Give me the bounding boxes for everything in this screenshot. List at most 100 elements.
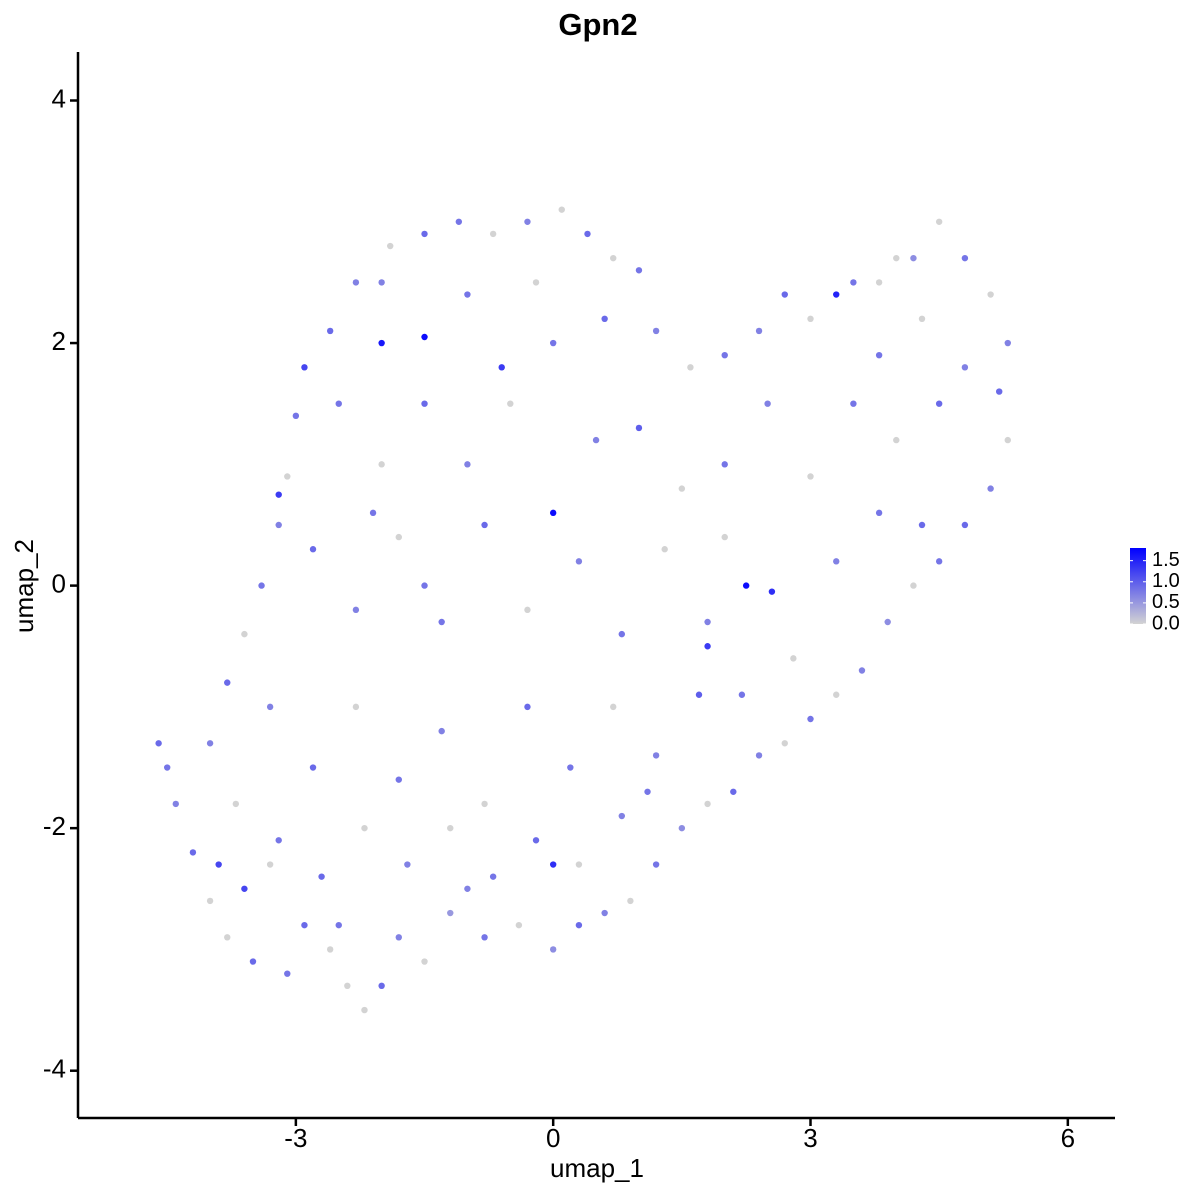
- point: [575, 861, 583, 868]
- point: [575, 921, 583, 929]
- point: [549, 946, 557, 953]
- point: [172, 800, 179, 808]
- point: [918, 315, 926, 323]
- point: [447, 909, 454, 917]
- point: [215, 861, 222, 868]
- point: [292, 412, 300, 420]
- point: [532, 279, 540, 286]
- point: [438, 618, 445, 626]
- point: [489, 873, 497, 880]
- point: [395, 934, 402, 941]
- point: [549, 861, 557, 868]
- point: [224, 934, 231, 941]
- point: [618, 812, 626, 820]
- y-tick-label: -4: [43, 1054, 66, 1084]
- point: [610, 254, 617, 262]
- point: [258, 582, 265, 589]
- colorbar-label: 1.0: [1152, 570, 1180, 592]
- point: [524, 218, 531, 225]
- point: [910, 254, 917, 262]
- point: [335, 400, 342, 407]
- point: [206, 740, 214, 747]
- point: [935, 218, 943, 225]
- point: [730, 788, 737, 795]
- point: [987, 485, 994, 492]
- point: [704, 618, 711, 626]
- point: [318, 873, 325, 880]
- point: [335, 921, 342, 929]
- point: [249, 958, 257, 965]
- point: [635, 424, 643, 432]
- colorbar-label: 0.0: [1152, 612, 1180, 634]
- point: [266, 861, 274, 868]
- point: [275, 837, 282, 844]
- point: [575, 558, 583, 565]
- point: [1004, 436, 1011, 444]
- point: [781, 740, 788, 747]
- point: [987, 291, 994, 298]
- point: [309, 764, 317, 771]
- point: [610, 703, 617, 711]
- x-tick-label: 0: [546, 1123, 560, 1153]
- point: [961, 254, 969, 262]
- point: [721, 461, 728, 468]
- point: [601, 909, 608, 917]
- point: [755, 327, 763, 335]
- point: [884, 618, 891, 626]
- point: [678, 824, 686, 832]
- point: [344, 982, 351, 990]
- point: [232, 800, 240, 808]
- point: [447, 824, 454, 832]
- point: [532, 837, 540, 844]
- point: [387, 242, 394, 250]
- y-axis-label: umap_2: [9, 539, 39, 633]
- point: [395, 533, 402, 541]
- point: [301, 921, 308, 929]
- point: [935, 558, 943, 565]
- point: [515, 921, 523, 929]
- colorbar-label: 0.5: [1152, 591, 1180, 613]
- point: [721, 351, 728, 359]
- point: [704, 800, 711, 808]
- point: [464, 885, 471, 892]
- point: [464, 291, 471, 298]
- point: [618, 630, 626, 638]
- point: [378, 279, 385, 286]
- point: [549, 339, 557, 347]
- point: [652, 327, 660, 335]
- point: [935, 400, 943, 407]
- point: [507, 400, 514, 407]
- point: [893, 254, 900, 262]
- point: [481, 800, 488, 808]
- point: [893, 436, 900, 444]
- point: [404, 861, 411, 868]
- point: [266, 703, 274, 711]
- point: [652, 752, 660, 759]
- x-tick-label: 3: [803, 1123, 817, 1153]
- point: [742, 582, 750, 589]
- colorbar: [1130, 548, 1146, 624]
- point: [635, 267, 643, 274]
- point: [164, 764, 171, 771]
- point: [567, 764, 574, 771]
- chart-title: Gpn2: [558, 7, 637, 42]
- point: [807, 315, 814, 323]
- point: [704, 643, 711, 650]
- point: [850, 279, 857, 286]
- point: [395, 776, 402, 783]
- point: [421, 333, 428, 341]
- colorbar-label: 1.5: [1152, 549, 1180, 571]
- point: [421, 400, 428, 407]
- point: [738, 691, 746, 698]
- point: [241, 630, 248, 638]
- point: [421, 230, 428, 238]
- point: [549, 509, 557, 517]
- point: [627, 897, 634, 905]
- point: [644, 788, 651, 795]
- point: [275, 521, 282, 529]
- point: [592, 436, 600, 444]
- point: [498, 364, 505, 371]
- point: [301, 364, 308, 371]
- x-tick-label: 6: [1061, 1123, 1075, 1153]
- point: [326, 946, 334, 953]
